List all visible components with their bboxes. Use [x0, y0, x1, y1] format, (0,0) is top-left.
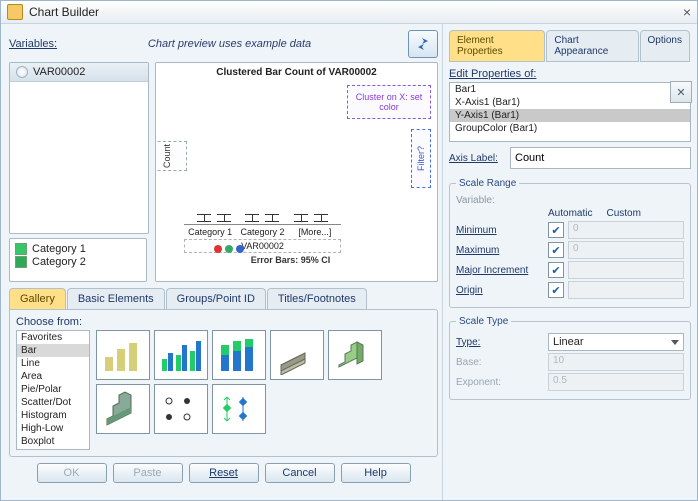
x-category-label: [More...]: [289, 227, 341, 237]
variable-item[interactable]: VAR00002: [33, 66, 85, 78]
chart-type-item[interactable]: Dual Axes: [17, 448, 89, 450]
variables-list[interactable]: VAR00002: [9, 62, 149, 234]
chart-type-item[interactable]: Line: [17, 357, 89, 370]
swap-icon: [414, 36, 432, 52]
tab-chart-appearance[interactable]: Chart Appearance: [546, 30, 638, 62]
cluster-dropzone[interactable]: Cluster on X: set color: [347, 85, 431, 119]
chart-type-item[interactable]: High-Low: [17, 422, 89, 435]
tab-basic-elements[interactable]: Basic Elements: [67, 288, 165, 309]
chart-thumbnail[interactable]: [154, 330, 208, 380]
edit-properties-label: Edit Properties of:: [449, 68, 691, 80]
custom-value-input[interactable]: [568, 261, 684, 279]
scale-base-input: 10: [548, 353, 684, 371]
column-auto: Automatic: [548, 208, 592, 219]
preview-note: Chart preview uses example data: [57, 38, 402, 50]
scale-major-increment-label: Major Increment: [456, 265, 544, 276]
window-title: Chart Builder: [29, 5, 99, 19]
categories-list[interactable]: Category 1 Category 2: [9, 238, 147, 282]
tab-gallery[interactable]: Gallery: [9, 288, 66, 309]
scale-exponent-label: Exponent:: [456, 377, 544, 388]
chart-type-item[interactable]: Pie/Polar: [17, 383, 89, 396]
category-item[interactable]: Category 2: [32, 256, 86, 268]
scale-exponent-input: 0.5: [548, 373, 684, 391]
chart-thumbnail[interactable]: [212, 384, 266, 434]
category-swatch-1: [15, 243, 27, 255]
tab-titles-footnotes[interactable]: Titles/Footnotes: [267, 288, 367, 309]
help-button[interactable]: Help: [341, 463, 411, 483]
scale-type-legend: Scale Type: [456, 316, 511, 327]
chart-type-item[interactable]: Scatter/Dot: [17, 396, 89, 409]
ok-button[interactable]: OK: [37, 463, 107, 483]
auto-checkbox[interactable]: ✔: [548, 282, 564, 298]
scale-icon: [16, 66, 28, 78]
chart-preview[interactable]: Clustered Bar Count of VAR00002 Count Cl…: [155, 62, 438, 282]
scale-maximum-label: Maximum: [456, 245, 544, 256]
scale-origin-label: Origin: [456, 285, 544, 296]
x-axis-dropzone[interactable]: VAR00002: [184, 239, 341, 253]
chart-thumbnail[interactable]: [96, 330, 150, 380]
custom-value-input[interactable]: 0: [568, 241, 684, 259]
chart-type-list[interactable]: FavoritesBarLineAreaPie/PolarScatter/Dot…: [16, 330, 90, 450]
category-item[interactable]: Category 1: [32, 243, 86, 255]
property-item[interactable]: Bar1: [450, 83, 690, 96]
scale-range-legend: Scale Range: [456, 178, 519, 189]
chart-thumbnail[interactable]: [154, 384, 208, 434]
property-item[interactable]: Y-Axis1 (Bar1): [450, 109, 690, 122]
chart-thumbnail[interactable]: [212, 330, 266, 380]
tab-options[interactable]: Options: [640, 30, 690, 62]
chart-type-item[interactable]: Boxplot: [17, 435, 89, 448]
property-item[interactable]: GroupColor (Bar1): [450, 122, 690, 135]
custom-value-input[interactable]: 0: [568, 221, 684, 239]
app-icon: [7, 4, 23, 20]
scale-variable-label: Variable:: [456, 195, 544, 206]
x-category-label: Category 2: [236, 227, 288, 237]
tab-element-properties[interactable]: Element Properties: [449, 30, 545, 62]
axis-label-label: Axis Label:: [449, 153, 505, 164]
variables-label: Variables:: [9, 38, 57, 50]
scale-type-label: Type:: [456, 337, 544, 348]
filter-dropzone[interactable]: Filter?: [411, 129, 431, 188]
edit-properties-list[interactable]: Bar1X-Axis1 (Bar1)Y-Axis1 (Bar1)GroupCol…: [449, 82, 691, 142]
choose-from-label: Choose from:: [16, 316, 431, 328]
chart-thumbnail[interactable]: [96, 384, 150, 434]
chart-thumbnail[interactable]: [270, 330, 324, 380]
cancel-button[interactable]: Cancel: [265, 463, 335, 483]
delete-element-button[interactable]: ✕: [670, 81, 692, 103]
error-bars-label: Error Bars: 95% CI: [212, 255, 369, 265]
color-marker: [225, 245, 233, 253]
tab-groups-point-id[interactable]: Groups/Point ID: [166, 288, 266, 309]
y-axis-label[interactable]: Count: [155, 141, 187, 171]
category-swatch-2: [15, 256, 27, 268]
property-item[interactable]: X-Axis1 (Bar1): [450, 96, 690, 109]
scale-minimum-label: Minimum: [456, 225, 544, 236]
chart-type-item[interactable]: Area: [17, 370, 89, 383]
custom-value-input[interactable]: [568, 281, 684, 299]
chart-thumbnail[interactable]: [328, 330, 382, 380]
scale-base-label: Base:: [456, 357, 544, 368]
reset-button[interactable]: Reset: [189, 463, 259, 483]
chevron-down-icon: [671, 340, 679, 345]
swap-button[interactable]: [408, 30, 438, 58]
color-marker: [214, 245, 222, 253]
axis-label-input[interactable]: [510, 147, 691, 169]
color-marker: [236, 245, 244, 253]
column-custom: Custom: [606, 208, 640, 219]
chart-thumbnails: [96, 330, 431, 450]
auto-checkbox[interactable]: ✔: [548, 222, 564, 238]
x-category-label: Category 1: [184, 227, 236, 237]
chart-title: Clustered Bar Count of VAR00002: [156, 67, 437, 78]
auto-checkbox[interactable]: ✔: [548, 262, 564, 278]
chart-type-item[interactable]: Bar: [17, 344, 89, 357]
paste-button[interactable]: Paste: [113, 463, 183, 483]
chart-type-item[interactable]: Favorites: [17, 331, 89, 344]
chart-type-item[interactable]: Histogram: [17, 409, 89, 422]
close-icon[interactable]: ×: [683, 4, 691, 20]
auto-checkbox[interactable]: ✔: [548, 242, 564, 258]
scale-type-select[interactable]: Linear: [548, 333, 684, 351]
